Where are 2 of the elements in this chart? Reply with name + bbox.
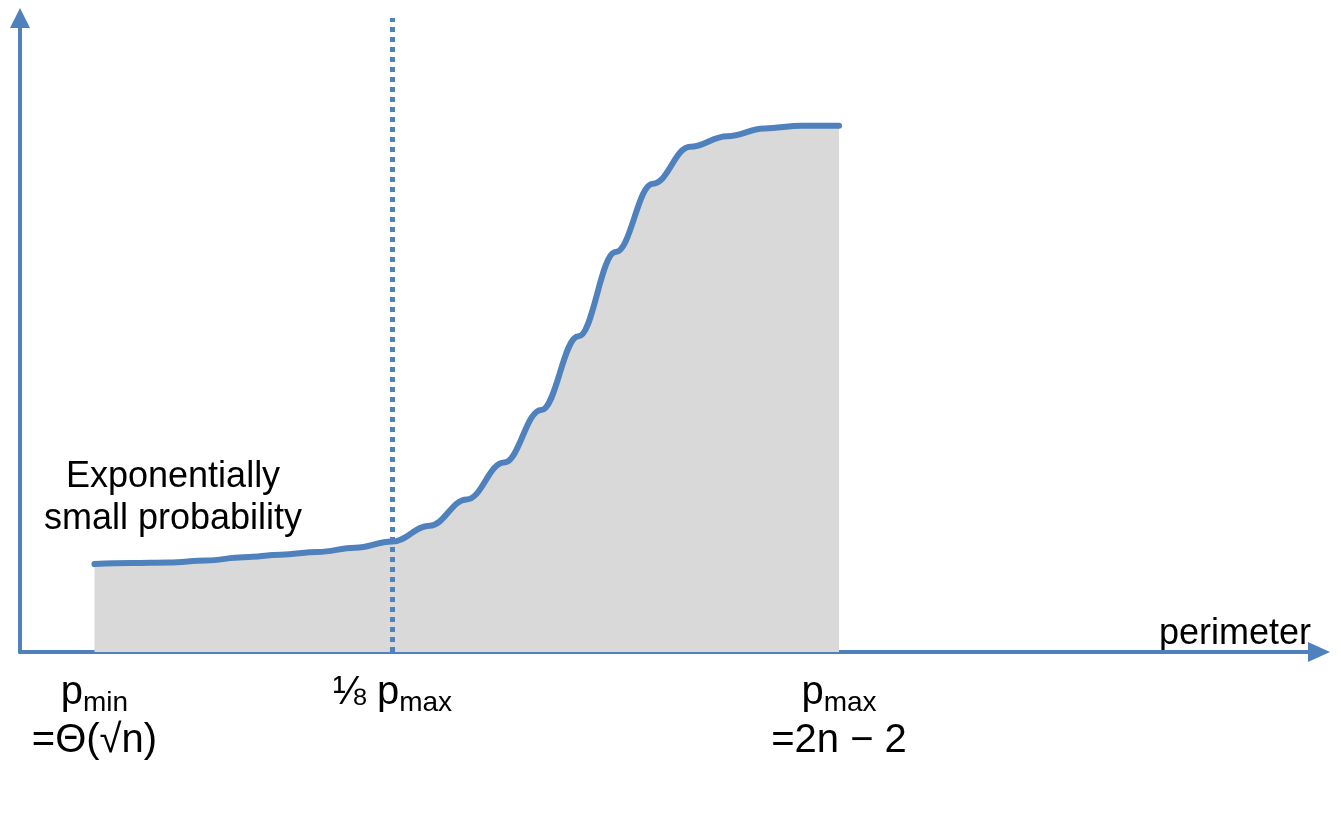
x-axis-title: perimeter	[1158, 610, 1312, 652]
annotation: Exponentially small probability	[44, 453, 303, 537]
